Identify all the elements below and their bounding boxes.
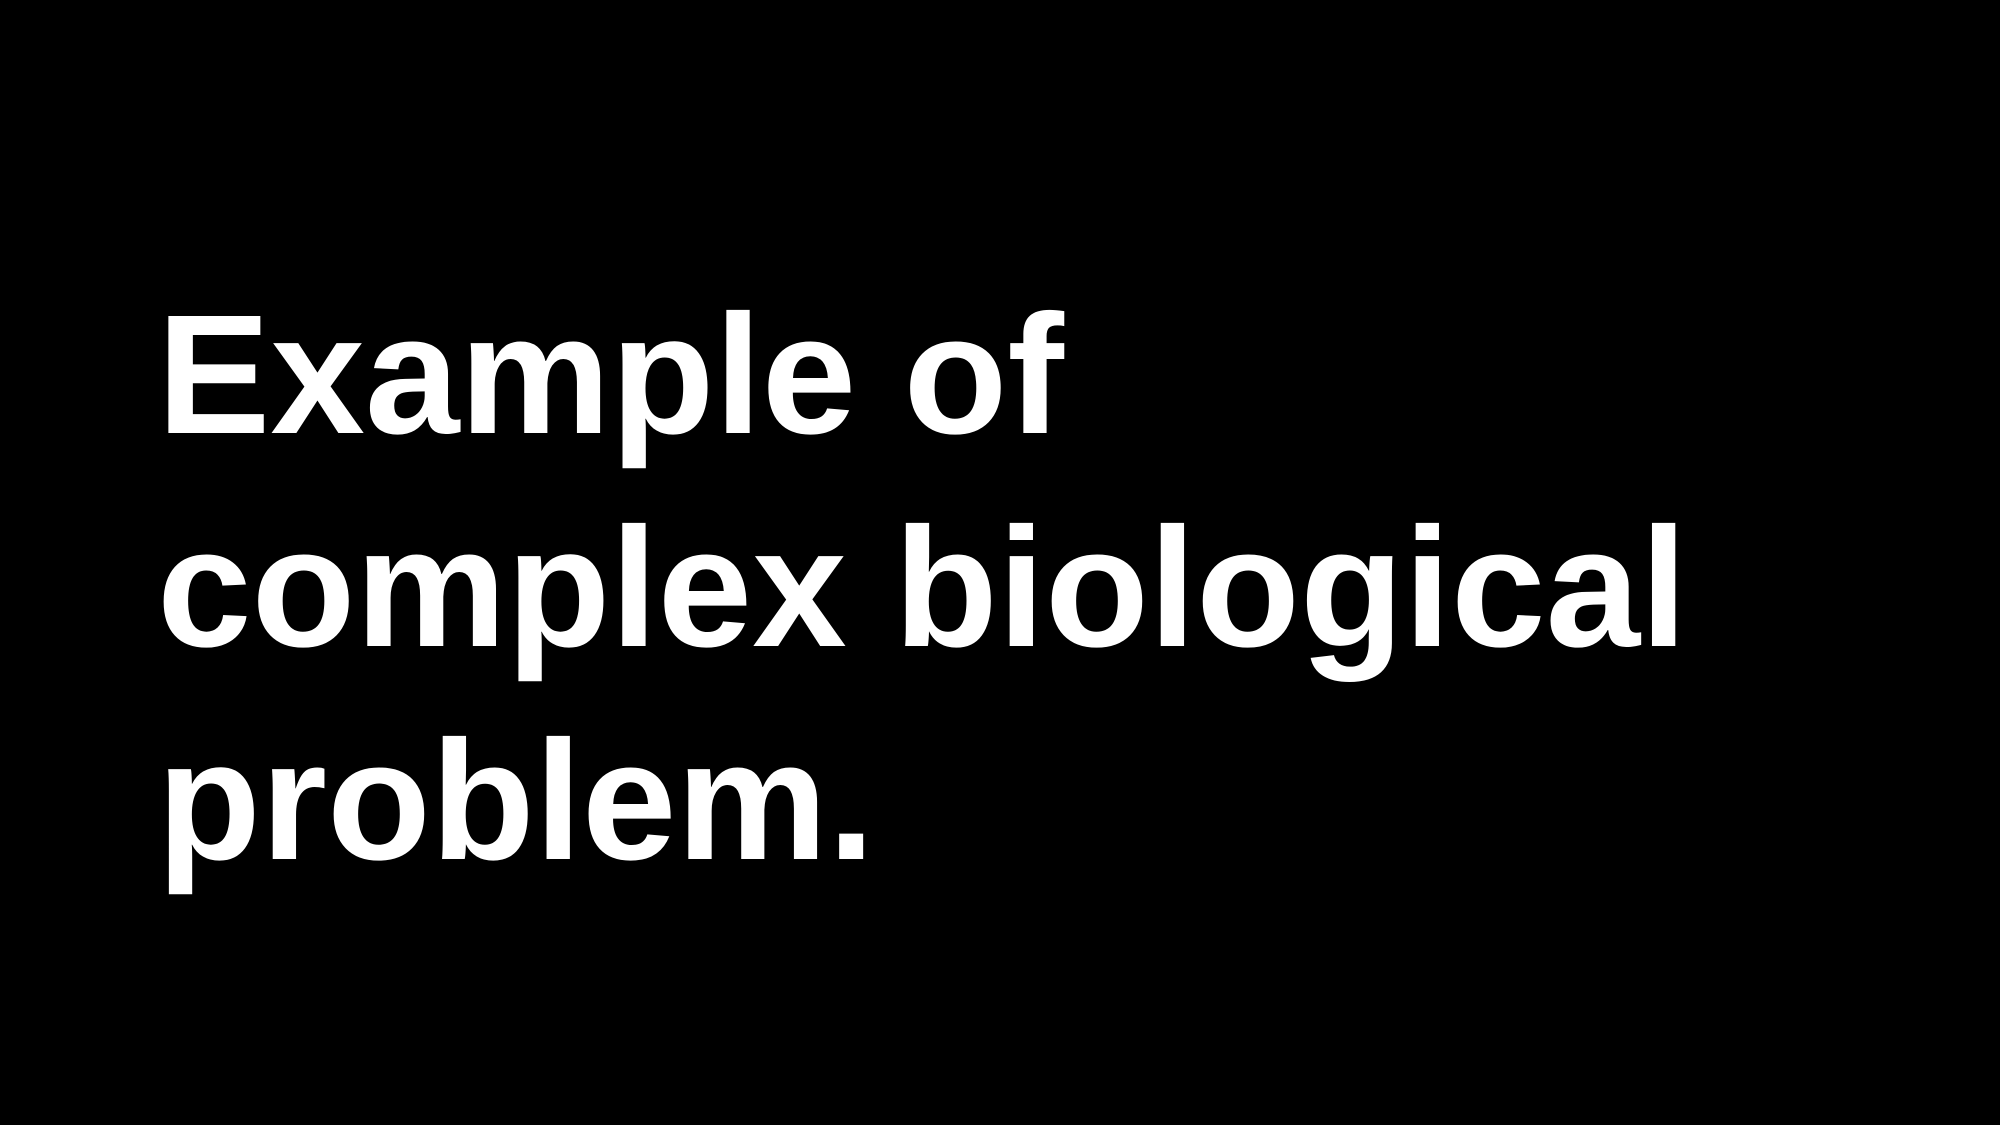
title-line-1: Example of [157,280,1064,470]
title-line-2: complex biological [157,493,1688,683]
title-line-3: problem. [157,706,875,896]
slide-title: Example of complex biological problem. [157,269,1957,908]
